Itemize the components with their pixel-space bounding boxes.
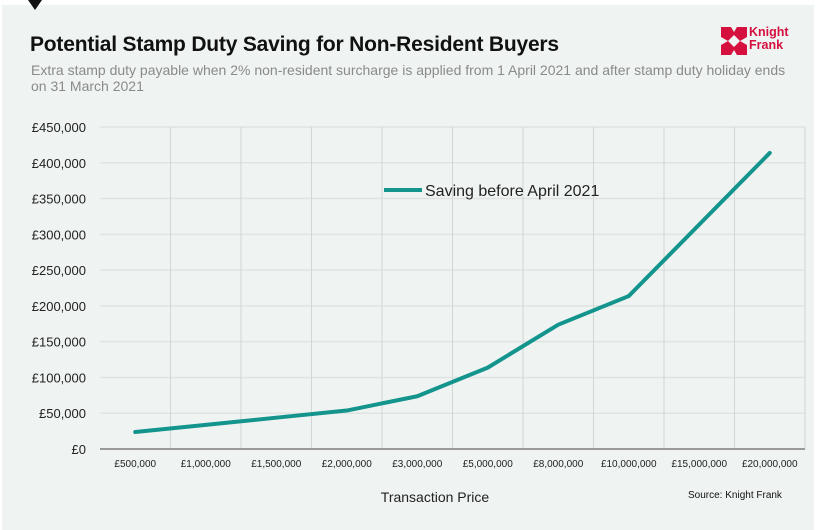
y-tick-label: £300,000 — [32, 227, 86, 242]
x-tick-label: £10,000,000 — [601, 459, 657, 470]
grid-lines — [100, 126, 806, 449]
logo-text: Knight Frank — [749, 26, 789, 52]
legend-label: Saving before April 2021 — [425, 183, 599, 200]
x-tick-label: £1,500,000 — [251, 459, 301, 470]
legend[interactable]: Saving before April 2021 — [384, 183, 599, 200]
x-tick-label: £2,000,000 — [322, 459, 372, 470]
x-tick-label: £8,000,000 — [533, 459, 583, 470]
y-tick-label: £350,000 — [32, 192, 86, 207]
y-tick-label: £100,000 — [32, 370, 86, 385]
y-axis-ticks: £0 £50,000 £100,000 £150,000 £200,000 £250,00… — [32, 120, 86, 457]
x-tick-label: £3,000,000 — [392, 459, 442, 470]
knight-frank-logo-icon — [721, 27, 747, 55]
source-note: Source: Knight Frank — [688, 490, 782, 501]
x-axis-title: Transaction Price — [381, 489, 490, 505]
knight-frank-logo: Knight Frank — [721, 26, 791, 59]
y-tick-label: £250,000 — [32, 263, 86, 278]
chart-title: Potential Stamp Duty Saving for Non-Resi… — [30, 33, 559, 56]
chart-subtitle: Extra stamp duty payable when 2% non-res… — [31, 62, 786, 94]
series-lines — [133, 150, 772, 435]
y-tick-label: £400,000 — [32, 156, 86, 171]
chart-panel — [2, 5, 814, 530]
x-tick-label: £5,000,000 — [463, 459, 513, 470]
x-axis-ticks: £500,000 £1,000,000 £1,500,000 £2,000,000 £3… — [114, 459, 798, 470]
logo-line-2: Frank — [749, 38, 784, 52]
y-tick-label: £450,000 — [32, 120, 86, 135]
y-tick-label: £150,000 — [32, 335, 86, 350]
x-tick-label: £1,000,000 — [181, 459, 231, 470]
logo-line-1: Knight — [749, 25, 789, 39]
y-tick-label: £50,000 — [39, 406, 86, 421]
x-tick-label: £15,000,000 — [671, 459, 727, 470]
x-tick-label: £20,000,000 — [742, 459, 798, 470]
collapse-triangle-icon[interactable] — [28, 0, 42, 10]
y-tick-label: £200,000 — [32, 299, 86, 314]
x-tick-label: £500,000 — [114, 459, 156, 470]
y-tick-label: £0 — [72, 442, 86, 457]
series-line — [133, 150, 772, 435]
